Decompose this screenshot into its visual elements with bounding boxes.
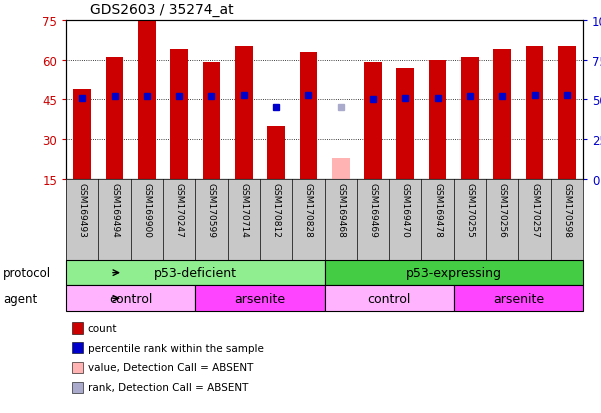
Text: GSM170598: GSM170598 bbox=[563, 183, 572, 238]
Text: GSM170828: GSM170828 bbox=[304, 183, 313, 237]
Text: arsenite: arsenite bbox=[493, 292, 544, 305]
Bar bbox=[235, 47, 252, 180]
Text: control: control bbox=[367, 292, 411, 305]
Bar bbox=[461, 58, 479, 180]
Text: GSM170812: GSM170812 bbox=[272, 183, 281, 237]
Text: rank, Detection Call = ABSENT: rank, Detection Call = ABSENT bbox=[88, 382, 248, 392]
Text: protocol: protocol bbox=[3, 266, 51, 280]
Text: GSM169478: GSM169478 bbox=[433, 183, 442, 237]
Text: GSM170255: GSM170255 bbox=[465, 183, 474, 237]
Text: GSM170599: GSM170599 bbox=[207, 183, 216, 238]
Text: percentile rank within the sample: percentile rank within the sample bbox=[88, 343, 264, 353]
Text: value, Detection Call = ABSENT: value, Detection Call = ABSENT bbox=[88, 363, 253, 373]
Bar bbox=[195, 286, 325, 311]
Text: GSM170256: GSM170256 bbox=[498, 183, 507, 237]
Bar bbox=[106, 58, 123, 180]
Bar bbox=[299, 52, 317, 180]
Bar bbox=[170, 50, 188, 180]
Bar bbox=[73, 90, 91, 180]
Text: GSM169469: GSM169469 bbox=[368, 183, 377, 237]
Bar bbox=[267, 127, 285, 180]
Text: GSM170247: GSM170247 bbox=[175, 183, 184, 237]
Text: GSM169470: GSM169470 bbox=[401, 183, 410, 237]
Bar bbox=[332, 159, 350, 180]
Text: GDS2603 / 35274_at: GDS2603 / 35274_at bbox=[90, 2, 234, 17]
Text: GSM169900: GSM169900 bbox=[142, 183, 151, 238]
Text: arsenite: arsenite bbox=[234, 292, 285, 305]
Text: p53-expressing: p53-expressing bbox=[406, 266, 502, 280]
Bar bbox=[493, 50, 511, 180]
Bar bbox=[66, 286, 195, 311]
Text: GSM169494: GSM169494 bbox=[110, 183, 119, 237]
Bar bbox=[429, 60, 447, 180]
Bar bbox=[454, 286, 583, 311]
Text: agent: agent bbox=[3, 292, 37, 305]
Text: p53-deficient: p53-deficient bbox=[154, 266, 237, 280]
Bar bbox=[325, 260, 583, 286]
Bar bbox=[526, 47, 543, 180]
Bar bbox=[364, 63, 382, 180]
Text: control: control bbox=[109, 292, 153, 305]
Text: GSM169468: GSM169468 bbox=[336, 183, 345, 237]
Bar bbox=[558, 47, 576, 180]
Text: GSM170714: GSM170714 bbox=[239, 183, 248, 237]
Bar bbox=[397, 68, 414, 180]
Bar bbox=[66, 260, 325, 286]
Bar bbox=[203, 63, 221, 180]
Text: count: count bbox=[88, 323, 117, 333]
Bar bbox=[325, 286, 454, 311]
Bar bbox=[138, 21, 156, 180]
Text: GSM170257: GSM170257 bbox=[530, 183, 539, 237]
Text: GSM169493: GSM169493 bbox=[78, 183, 87, 237]
